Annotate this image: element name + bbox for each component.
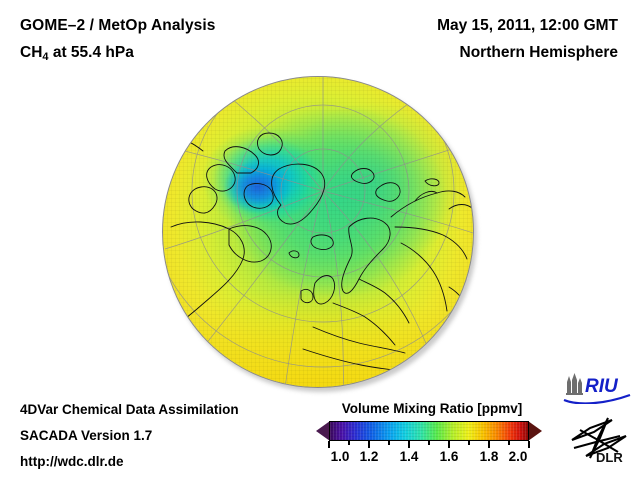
colorbar-tick-major [408, 441, 410, 448]
colorbar-tick-label: 1.6 [439, 449, 459, 464]
globe-disk [162, 76, 474, 388]
region-label: Northern Hemisphere [459, 44, 618, 61]
colorbar-under-arrow [316, 421, 330, 441]
colorbar-tick-major [448, 441, 450, 448]
colorbar-tick-minor [428, 441, 430, 445]
colorbar-tick-label: 2.0 [508, 449, 528, 464]
footer-method: 4DVar Chemical Data Assimilation [20, 402, 239, 417]
dlr-wordmark: DLR [596, 450, 623, 465]
title-instrument: GOME–2 / MetOp Analysis [20, 17, 216, 34]
dlr-logo [571, 417, 627, 459]
title-species: CH4 at 55.4 hPa [20, 44, 134, 63]
dlr-pinwheel-icon [571, 417, 627, 459]
colorbar-tick-label: 1.4 [399, 449, 419, 464]
species-subscript: 4 [42, 51, 49, 63]
colorbar-tick-major [368, 441, 370, 448]
riu-wave-icon [563, 393, 631, 404]
colorbar-tick-major [488, 441, 490, 448]
colorbar-tick-minor [388, 441, 390, 445]
colorbar-tick-major [328, 441, 330, 448]
colorbar-tick-label: 1.2 [359, 449, 379, 464]
map-overlay [163, 77, 473, 387]
footer-version: SACADA Version 1.7 [20, 428, 153, 443]
riu-logo: RIU [563, 373, 631, 404]
colorbar-ticks [328, 441, 530, 448]
species-prefix: CH [20, 44, 43, 61]
colorbar [316, 421, 542, 441]
riu-towers-icon [566, 373, 583, 395]
limb-darkening [163, 77, 473, 387]
colorbar-tick-label: 1.0 [330, 449, 350, 464]
coastlines [163, 132, 473, 374]
colorbar-tick-major [528, 441, 530, 448]
timestamp: May 15, 2011, 12:00 GMT [437, 17, 618, 34]
globe-map [162, 76, 477, 392]
colorbar-dither [330, 422, 528, 440]
riu-wordmark: RIU [585, 376, 619, 397]
footer-url: http://wdc.dlr.de [20, 454, 124, 469]
colorbar-tick-minor [508, 441, 510, 445]
colorbar-gradient [329, 421, 529, 441]
colorbar-tick-label: 1.8 [479, 449, 499, 464]
graticule [163, 77, 473, 387]
colorbar-over-arrow [528, 421, 542, 441]
species-level: at 55.4 hPa [48, 44, 134, 61]
colorbar-tick-labels: 1.0 1.2 1.4 1.6 1.8 2.0 [329, 449, 529, 467]
colorbar-title: Volume Mixing Ratio [ppmv] [341, 401, 523, 416]
colorbar-tick-minor [348, 441, 350, 445]
colorbar-tick-minor [468, 441, 470, 445]
